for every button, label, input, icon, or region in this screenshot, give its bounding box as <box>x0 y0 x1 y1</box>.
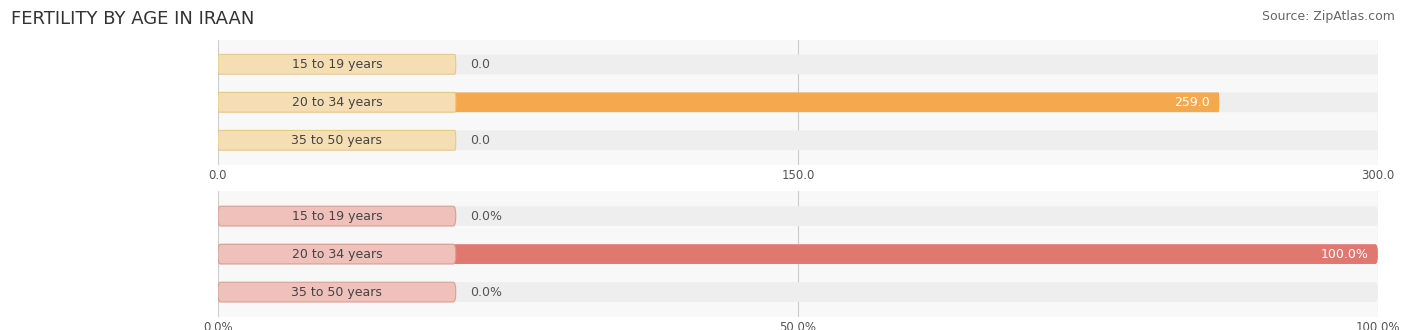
Text: 0.0%: 0.0% <box>470 210 502 223</box>
FancyBboxPatch shape <box>218 244 1378 264</box>
Text: 15 to 19 years: 15 to 19 years <box>291 210 382 223</box>
Text: 0.0%: 0.0% <box>470 285 502 299</box>
FancyBboxPatch shape <box>218 130 1378 150</box>
FancyBboxPatch shape <box>218 206 1378 226</box>
Text: 259.0: 259.0 <box>1174 96 1211 109</box>
Text: 0.0: 0.0 <box>470 134 489 147</box>
Text: 20 to 34 years: 20 to 34 years <box>291 96 382 109</box>
Text: 100.0%: 100.0% <box>1320 248 1368 261</box>
FancyBboxPatch shape <box>218 130 456 150</box>
FancyBboxPatch shape <box>218 244 456 264</box>
Text: 35 to 50 years: 35 to 50 years <box>291 134 382 147</box>
FancyBboxPatch shape <box>218 54 1378 74</box>
Text: 35 to 50 years: 35 to 50 years <box>291 285 382 299</box>
Text: FERTILITY BY AGE IN IRAAN: FERTILITY BY AGE IN IRAAN <box>11 10 254 28</box>
Text: 15 to 19 years: 15 to 19 years <box>291 58 382 71</box>
FancyBboxPatch shape <box>218 282 456 302</box>
FancyBboxPatch shape <box>218 54 456 74</box>
FancyBboxPatch shape <box>218 282 1378 302</box>
FancyBboxPatch shape <box>218 92 456 112</box>
FancyBboxPatch shape <box>218 244 1378 264</box>
FancyBboxPatch shape <box>218 206 456 226</box>
FancyBboxPatch shape <box>218 92 1378 112</box>
Text: 0.0: 0.0 <box>470 58 489 71</box>
Text: Source: ZipAtlas.com: Source: ZipAtlas.com <box>1261 10 1395 23</box>
Text: 20 to 34 years: 20 to 34 years <box>291 248 382 261</box>
FancyBboxPatch shape <box>218 92 1219 112</box>
